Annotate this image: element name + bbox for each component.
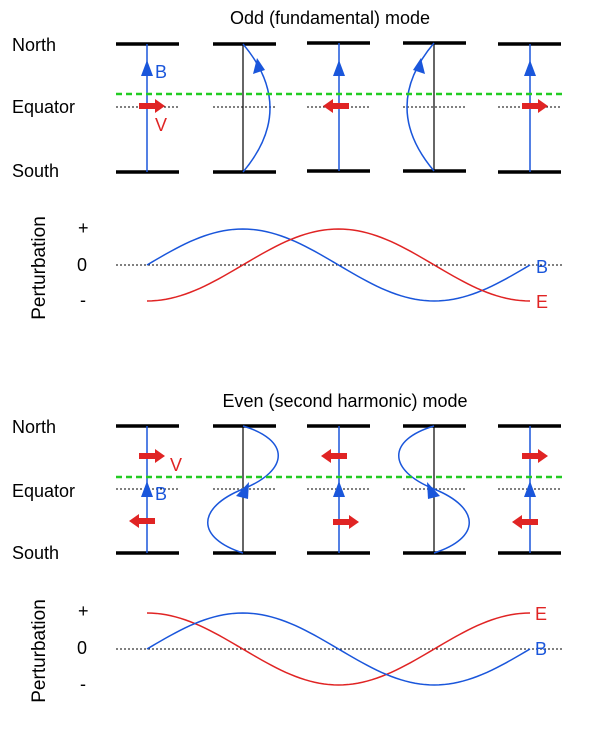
odd-field-label: B xyxy=(155,62,167,82)
even-legend-e: E xyxy=(535,604,547,624)
even-velocity-arrows xyxy=(129,449,548,529)
odd-label-equator: Equator xyxy=(12,97,75,117)
odd-field-arrow-1 xyxy=(141,60,153,76)
even-label-equator: Equator xyxy=(12,481,75,501)
odd-tick-zero: 0 xyxy=(77,255,87,275)
odd-legend-e: E xyxy=(536,292,548,312)
odd-legend-b: B xyxy=(536,257,548,277)
even-field-label: B xyxy=(155,484,167,504)
odd-field-line-4 xyxy=(406,42,435,172)
odd-velocity-arrow-3 xyxy=(323,99,349,113)
even-velocity-label: V xyxy=(170,455,182,475)
even-tick-plus: + xyxy=(78,601,89,621)
odd-field-arrow-2 xyxy=(253,58,265,74)
even-mode-panel: Even (second harmonic) mode North Equato… xyxy=(12,391,562,703)
odd-field-arrow-4 xyxy=(413,58,425,74)
odd-velocity-label: V xyxy=(155,115,167,135)
odd-velocity-arrow-5 xyxy=(522,99,548,113)
odd-field-arrow-3 xyxy=(333,60,345,76)
odd-curve-e xyxy=(146,228,531,302)
odd-field-line-2 xyxy=(242,43,271,173)
odd-velocity-arrow-1 xyxy=(139,99,165,113)
even-field-line-4 xyxy=(398,425,470,554)
odd-tick-minus: - xyxy=(80,290,86,310)
odd-mode-panel: Odd (fundamental) mode North Equator Sou… xyxy=(12,8,562,320)
odd-plot-ylabel: Perturbation xyxy=(29,216,50,320)
odd-label-north: North xyxy=(12,35,56,55)
even-curve-b xyxy=(146,612,531,686)
odd-curve-b xyxy=(146,228,531,302)
odd-perturbation-plot: Perturbation + 0 - B E xyxy=(29,216,562,320)
even-perturbation-plot: Perturbation + 0 - E B xyxy=(29,599,562,703)
even-tick-zero: 0 xyxy=(77,638,87,658)
even-curve-e xyxy=(146,612,531,686)
even-plot-ylabel: Perturbation xyxy=(29,599,50,703)
even-legend-b: B xyxy=(535,639,547,659)
even-mode-title: Even (second harmonic) mode xyxy=(222,391,467,411)
even-label-north: North xyxy=(12,417,56,437)
odd-tick-plus: + xyxy=(78,218,89,238)
even-field-arrowheads xyxy=(141,481,536,499)
odd-field-arrow-5 xyxy=(524,60,536,76)
odd-field-arrowheads xyxy=(141,58,536,76)
even-label-south: South xyxy=(12,543,59,563)
even-tick-minus: - xyxy=(80,674,86,694)
odd-velocity-arrows xyxy=(139,99,548,113)
odd-mode-title: Odd (fundamental) mode xyxy=(230,8,430,28)
odd-label-south: South xyxy=(12,161,59,181)
